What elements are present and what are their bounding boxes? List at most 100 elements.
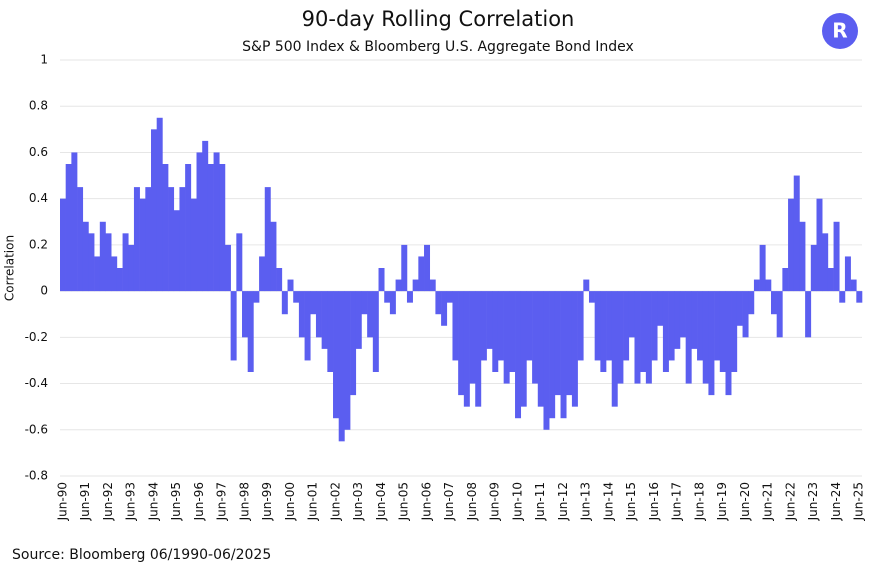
bar (321, 291, 328, 349)
bar (338, 291, 345, 442)
x-tick-label: Jun-08 (465, 482, 479, 521)
chart-subtitle: S&P 500 Index & Bloomberg U.S. Aggregate… (242, 39, 634, 55)
y-tick-label: 0.4 (29, 191, 48, 205)
bar (242, 291, 249, 338)
bar (452, 291, 459, 361)
x-tick-label: Jun-21 (761, 482, 775, 521)
x-tick-label: Jun-20 (738, 482, 752, 521)
x-tick-label: Jun-15 (624, 482, 638, 521)
bar (839, 291, 846, 303)
y-tick-label: 0.2 (29, 237, 48, 251)
x-tick-label: Jun-94 (146, 482, 160, 521)
bar (679, 291, 686, 338)
bar (230, 291, 237, 361)
bar (207, 164, 214, 292)
bar (611, 291, 618, 407)
x-tick-label: Jun-96 (192, 482, 206, 521)
bar (219, 164, 226, 292)
bar (560, 291, 567, 419)
bar (759, 244, 766, 292)
bar (651, 291, 658, 361)
x-tick-label: Jun-95 (169, 482, 183, 521)
bar (554, 291, 561, 396)
x-tick-label: Jun-93 (124, 482, 138, 521)
bar (685, 291, 692, 384)
x-tick-label: Jun-19 (715, 482, 729, 521)
bar (486, 291, 493, 349)
bar (65, 164, 72, 292)
bar (691, 291, 698, 349)
bar (384, 291, 391, 303)
bar (719, 291, 726, 372)
bar (77, 187, 84, 292)
bar (776, 291, 783, 338)
bar (674, 291, 681, 349)
bar (298, 291, 305, 338)
bar (355, 291, 362, 349)
bar (156, 117, 163, 292)
bar (583, 279, 590, 292)
bar (799, 221, 806, 292)
bar (492, 291, 499, 372)
bar (850, 279, 857, 292)
y-tick-label: 0.6 (29, 145, 48, 159)
bar (310, 291, 317, 315)
bar (731, 291, 738, 372)
bar (287, 279, 294, 292)
x-tick-label: Jun-03 (351, 482, 365, 521)
bar (594, 291, 601, 361)
bar (765, 279, 772, 292)
bar (128, 244, 135, 292)
bar (753, 279, 760, 292)
x-tick-label: Jun-13 (579, 482, 593, 521)
x-tick-label: Jun-23 (806, 482, 820, 521)
bar (196, 152, 203, 292)
bar (816, 198, 823, 292)
bar (782, 268, 789, 292)
bar (520, 291, 527, 407)
x-tick-label: Jun-92 (101, 482, 115, 521)
bar (60, 198, 66, 292)
bar (566, 291, 573, 396)
bar (577, 291, 584, 361)
bar (82, 221, 89, 292)
bar (213, 152, 220, 292)
x-tick-label: Jun-24 (829, 482, 843, 521)
bar (361, 291, 368, 315)
bar (259, 256, 266, 292)
x-tick-label: Jun-09 (488, 482, 502, 521)
x-tick-label: Jun-91 (78, 482, 92, 521)
bar (827, 268, 834, 292)
bar (805, 291, 812, 338)
logo-badge (822, 13, 858, 49)
bar (344, 291, 351, 430)
bar (276, 268, 283, 292)
x-tick-label: Jun-90 (55, 482, 69, 521)
bar (657, 291, 664, 326)
bar (429, 279, 436, 292)
bar (509, 291, 516, 372)
bar (395, 279, 402, 292)
bar (788, 198, 795, 292)
bar (224, 244, 231, 292)
bar (515, 291, 522, 419)
bar (236, 233, 243, 292)
bar (697, 291, 704, 361)
bar (179, 187, 186, 292)
source: Source: Bloomberg 06/1990-06/2025 (12, 547, 271, 563)
bar (116, 268, 123, 292)
bar (389, 291, 396, 315)
bar (162, 164, 169, 292)
bar (99, 221, 106, 292)
bar (315, 291, 322, 338)
bar (412, 279, 419, 292)
bar (350, 291, 357, 396)
bar (571, 291, 578, 407)
bar (668, 291, 675, 361)
bar (623, 291, 630, 361)
bar (469, 291, 476, 384)
bar (463, 291, 470, 407)
bar (424, 244, 431, 292)
x-tick-label: Jun-18 (692, 482, 706, 521)
bar (634, 291, 641, 384)
